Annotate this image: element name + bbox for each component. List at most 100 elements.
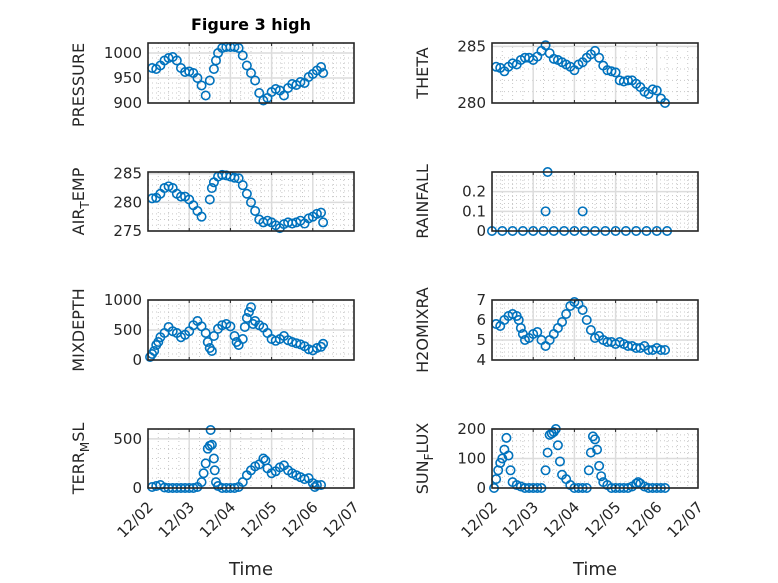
data-point: [250, 205, 261, 216]
data-point: [318, 338, 329, 349]
data-point: [309, 482, 320, 493]
data-point: [594, 460, 605, 471]
data-point: [316, 61, 327, 72]
data-point: [610, 67, 621, 78]
data-point: [229, 172, 240, 183]
y-tick-label: 6: [476, 311, 486, 329]
data-point: [561, 308, 572, 319]
data-point: [316, 207, 327, 218]
y-tick-label: 0: [132, 351, 142, 369]
data-point: [206, 183, 217, 194]
data-point: [503, 450, 514, 461]
data-point: [655, 344, 666, 355]
data-point: [171, 55, 182, 66]
y-axis-label: RAINFALL: [413, 164, 432, 239]
x-axis-label-left: Time: [228, 559, 273, 580]
data-point: [246, 68, 257, 79]
y-axis-label: SUNFLUX: [413, 423, 436, 495]
data-point: [585, 447, 596, 458]
y-tick-label: 950: [113, 69, 142, 87]
data-point: [239, 321, 250, 332]
x-tick-label: 12/07: [320, 498, 363, 541]
x-tick-label: 12/07: [664, 498, 707, 541]
data-point: [507, 58, 518, 69]
data-point: [192, 73, 203, 84]
subplot-h2omixra: 4 5 6 7 H2OMIXRA: [413, 287, 699, 373]
data-point: [196, 80, 207, 91]
data-point: [295, 77, 306, 88]
data-point: [149, 345, 160, 356]
data-point: [542, 447, 553, 458]
axes-box: [491, 171, 699, 232]
data-point: [583, 465, 594, 476]
y-tick-label: 900: [113, 94, 142, 112]
data-point: [206, 439, 217, 450]
y-tick-label: 1000: [104, 44, 142, 62]
data-point: [208, 330, 219, 341]
data-point: [204, 75, 215, 86]
data-point: [237, 333, 248, 344]
data-point: [577, 206, 588, 217]
y-tick-label: 1000: [104, 291, 142, 309]
data-point: [505, 465, 516, 476]
axes-box: [147, 42, 355, 104]
x-tick-label: 12/05: [237, 498, 280, 541]
subplot-mixdepth: 0 500 1000 MIXDEPTH: [69, 288, 355, 372]
data-point: [246, 197, 257, 208]
axes-box: [491, 42, 699, 104]
y-tick-label: 280: [457, 94, 486, 112]
y-axis-label: TERRMSL: [69, 423, 92, 496]
data-point: [153, 336, 164, 347]
data-point: [540, 206, 551, 217]
y-axis-label: H2OMIXRA: [413, 287, 432, 373]
axes-box: [491, 428, 699, 489]
data-point: [278, 90, 289, 101]
data-point: [318, 217, 329, 228]
data-point: [241, 60, 252, 71]
data-point: [552, 440, 563, 451]
y-tick-label: 4: [476, 351, 486, 369]
y-tick-label: 500: [113, 430, 142, 448]
data-point: [204, 194, 215, 205]
data-point: [318, 68, 329, 79]
data-point: [622, 75, 633, 86]
data-point: [237, 180, 248, 191]
x-tick-label: 12/02: [114, 498, 157, 541]
data-point: [206, 345, 217, 356]
y-tick-label: 200: [457, 420, 486, 438]
data-point: [557, 316, 568, 327]
axes-box: [147, 171, 355, 232]
data-point: [198, 468, 209, 479]
y-tick-label: 0: [476, 479, 486, 497]
data-point: [200, 458, 211, 469]
y-tick-label: 7: [476, 291, 486, 309]
data-point: [208, 453, 219, 464]
data-point: [311, 208, 322, 219]
y-tick-label: 0: [132, 479, 142, 497]
data-point: [540, 40, 551, 51]
data-point: [592, 444, 603, 455]
data-point: [548, 53, 559, 64]
subplot-rainfall: 0 0.10.2 RAINFALL: [413, 164, 699, 240]
data-point: [202, 336, 213, 347]
y-axis-label: PRESSURE: [69, 43, 88, 127]
data-point: [554, 456, 565, 467]
data-point: [241, 312, 252, 323]
x-axis-label-right: Time: [572, 559, 617, 580]
data-point: [205, 424, 216, 435]
data-point: [540, 465, 551, 476]
y-tick-label: 0.1: [462, 202, 486, 220]
data-point: [596, 471, 607, 482]
y-axis-label: THETA: [413, 47, 432, 99]
data-point: [258, 453, 269, 464]
data-point: [594, 52, 605, 63]
y-tick-label: 0: [476, 222, 486, 240]
data-point: [200, 327, 211, 338]
y-tick-label: 285: [113, 165, 142, 183]
y-tick-label: 275: [113, 222, 142, 240]
axes-box: [147, 428, 355, 489]
data-point: [660, 344, 671, 355]
subplot-terr_msl: 0 500 TERRMSL 12/0212/0312/0412/0512/0612/0…: [69, 423, 363, 542]
y-tick-label: 500: [113, 321, 142, 339]
x-tick-label: 12/02: [458, 498, 501, 541]
